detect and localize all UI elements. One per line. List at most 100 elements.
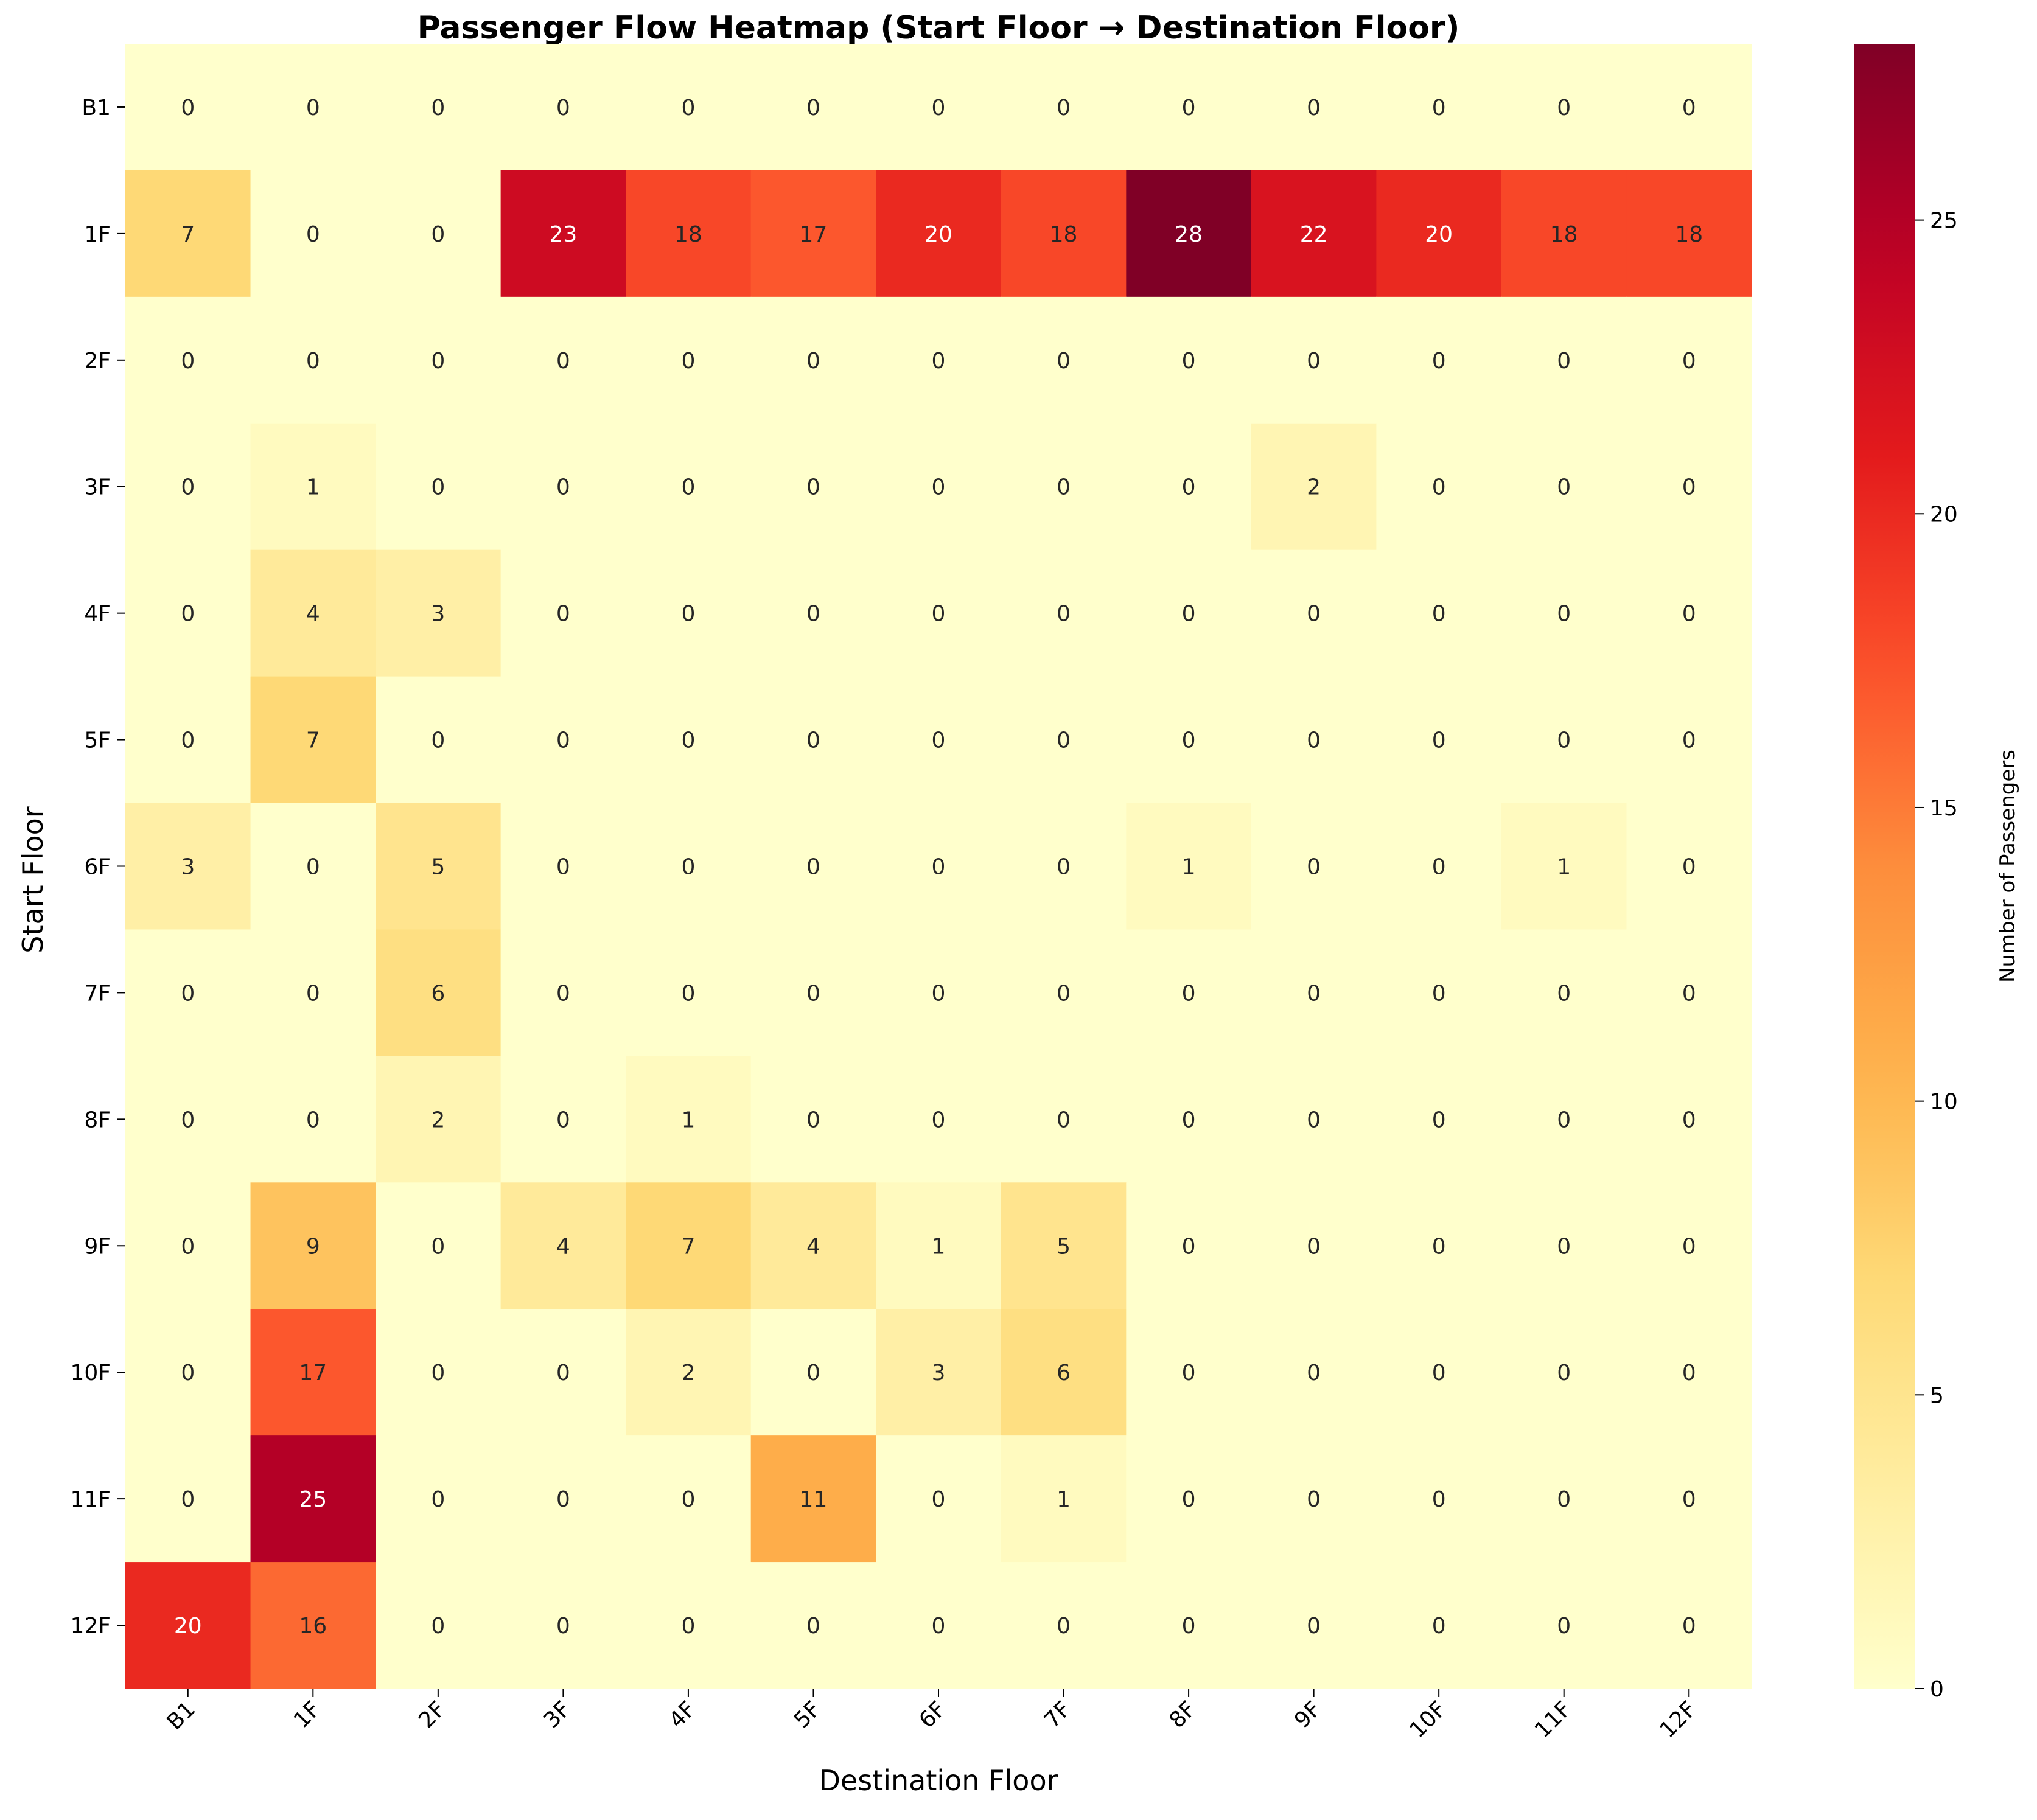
y-tick-label: 12F	[70, 1614, 111, 1639]
colorbar: 0 5 10 15 20 25 Number of Passengers	[1854, 44, 2020, 1702]
heatmap-cell	[500, 170, 626, 298]
cell-value-label: 0	[681, 1614, 695, 1639]
cell-value-label: 0	[1182, 1234, 1196, 1259]
cell-value-label: 0	[1057, 602, 1071, 627]
cell-value-label: 0	[1557, 1614, 1571, 1639]
cell-value-label: 2	[431, 1107, 445, 1132]
x-axis-label: Destination Floor	[819, 1764, 1058, 1797]
cell-value-label: 0	[1307, 1614, 1321, 1639]
cell-value-label: 0	[556, 349, 570, 374]
cell-value-label: 0	[431, 349, 445, 374]
cell-value-label: 0	[1182, 1614, 1196, 1639]
cell-value-label: 0	[1182, 475, 1196, 500]
cell-value-label: 1	[681, 1107, 695, 1132]
cell-value-label: 5	[431, 855, 445, 880]
heatmap-cell	[376, 676, 501, 804]
heatmap-cell	[1126, 549, 1252, 677]
cell-value-label: 22	[1300, 222, 1328, 247]
cell-value-label: 0	[556, 855, 570, 880]
cell-value-label: 0	[1682, 1234, 1696, 1259]
cell-value-label: 0	[1432, 1361, 1446, 1386]
heatmap-cell	[1376, 1309, 1502, 1436]
cell-value-label: 0	[1307, 981, 1321, 1006]
cell-value-label: 0	[806, 475, 820, 500]
y-axis-label: Start Floor	[16, 806, 49, 954]
cell-value-label: 0	[306, 981, 320, 1006]
heatmap-cell	[1251, 296, 1377, 424]
cell-value-label: 0	[1057, 981, 1071, 1006]
cell-value-label: 0	[181, 1107, 195, 1132]
heatmap-cell	[1376, 1562, 1502, 1689]
cell-value-label: 0	[681, 96, 695, 120]
cell-value-label: 0	[1307, 855, 1321, 880]
cell-value-label: 0	[1182, 981, 1196, 1006]
cell-value-label: 0	[1557, 475, 1571, 500]
heatmap-cell	[1126, 1309, 1252, 1436]
heatmap-cell	[876, 803, 1002, 930]
y-axis: B1 1F 2F 3F 4F 5F 6F 7F 8F 9F 10F 11F 12F	[70, 96, 125, 1639]
cell-value-label: 0	[681, 728, 695, 753]
heatmap-cell	[1501, 1056, 1627, 1183]
cell-value-label: 0	[556, 475, 570, 500]
cell-value-label: 0	[1182, 1361, 1196, 1386]
cell-value-label: 0	[932, 855, 946, 880]
heatmap-cell	[500, 549, 626, 677]
cell-value-label: 28	[1175, 222, 1203, 247]
cell-value-label: 17	[800, 222, 828, 247]
heatmap-cell	[250, 1309, 376, 1436]
heatmap-cell	[750, 423, 876, 551]
cell-value-label: 0	[1182, 96, 1196, 120]
heatmap-cell	[1001, 929, 1127, 1056]
heatmap-cell	[1501, 1562, 1627, 1689]
cell-value-label: 0	[1432, 1614, 1446, 1639]
heatmap-cell	[1626, 1309, 1752, 1436]
cell-value-label: 0	[1307, 602, 1321, 627]
cell-value-label: 0	[932, 96, 946, 120]
heatmap-cell	[500, 1182, 626, 1309]
cell-value-label: 0	[806, 96, 820, 120]
cell-value-label: 0	[306, 222, 320, 247]
cell-value-label: 0	[1432, 1107, 1446, 1132]
cell-value-label: 7	[306, 728, 320, 753]
cell-value-label: 0	[1307, 96, 1321, 120]
heatmap-cell	[250, 170, 376, 298]
heatmap-cell	[1001, 1182, 1127, 1309]
heatmap-cell	[1001, 423, 1127, 551]
heatmap-cell	[125, 296, 251, 424]
cell-value-label: 0	[806, 1361, 820, 1386]
heatmap-cell	[626, 1056, 752, 1183]
cell-value-label: 0	[1682, 475, 1696, 500]
cell-value-label: 7	[181, 222, 195, 247]
cell-value-label: 0	[681, 475, 695, 500]
heatmap-cell	[250, 1562, 376, 1689]
heatmap-cell	[1001, 1435, 1127, 1563]
heatmap-cell	[250, 929, 376, 1056]
heatmap-cell	[376, 549, 501, 677]
heatmap-cell	[125, 1562, 251, 1689]
heatmap-cell	[250, 44, 376, 171]
cell-value-label: 0	[1432, 602, 1446, 627]
x-tick-label: 1F	[289, 1696, 326, 1733]
heatmap-cell	[626, 296, 752, 424]
cell-value-label: 0	[932, 1487, 946, 1512]
heatmap-cell	[250, 1056, 376, 1183]
heatmap-cell	[1376, 1435, 1502, 1563]
cell-value-label: 0	[431, 1361, 445, 1386]
cell-value-label: 0	[1557, 728, 1571, 753]
x-tick-label: 9F	[1290, 1696, 1326, 1733]
cell-value-label: 0	[181, 1487, 195, 1512]
heatmap-cell	[1501, 1309, 1627, 1436]
heatmap-cell	[1501, 676, 1627, 804]
y-tick-label: 6F	[84, 855, 111, 880]
heatmap-cell	[626, 1309, 752, 1436]
y-tick-label: 4F	[84, 602, 111, 627]
cell-value-label: 0	[181, 349, 195, 374]
heatmap-cell	[250, 423, 376, 551]
heatmap-cell	[626, 803, 752, 930]
cell-value-label: 18	[1550, 222, 1578, 247]
heatmap-cell	[626, 44, 752, 171]
heatmap-cell	[1626, 1182, 1752, 1309]
heatmap-cell	[750, 296, 876, 424]
heatmap-cell	[750, 1435, 876, 1563]
cell-value-label: 16	[299, 1614, 327, 1639]
